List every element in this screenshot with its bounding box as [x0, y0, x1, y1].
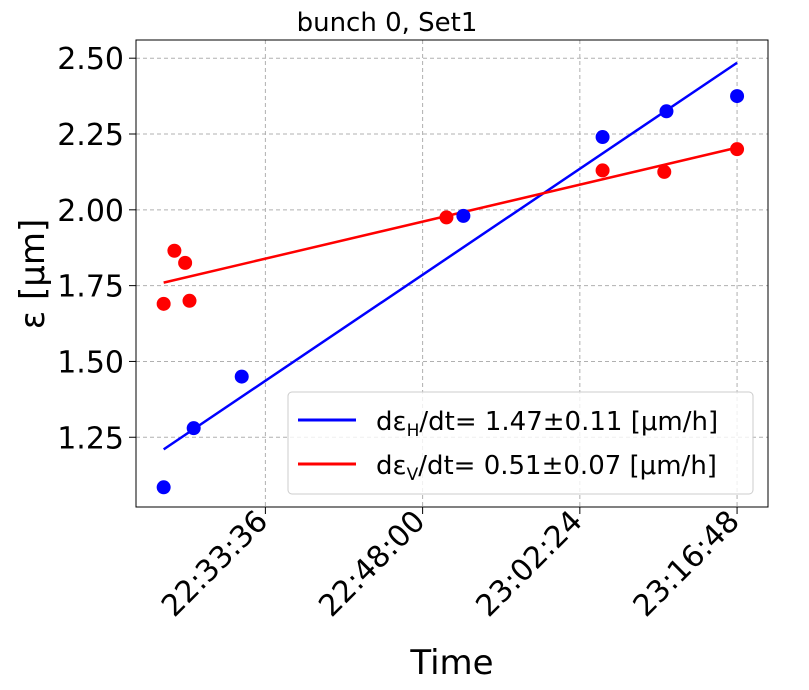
- y-tick-label: 2.00: [57, 194, 124, 229]
- data-point-h: [730, 89, 745, 104]
- data-point-v: [182, 293, 197, 308]
- data-point-v: [156, 296, 171, 311]
- data-point-h: [156, 480, 171, 495]
- y-axis-ticks: 1.25 1.50 1.75 2.00 2.25 2.50: [57, 42, 136, 456]
- y-axis-label: ε [μm]: [13, 219, 53, 329]
- plot-frame: [135, 39, 769, 508]
- data-point-h: [659, 104, 674, 119]
- y-tick-label: 2.25: [57, 118, 124, 153]
- legend-label-h: dεH/dt= 1.47±0.11 [μm/h]: [376, 407, 718, 441]
- chart-title: bunch 0, Set1: [297, 8, 478, 38]
- data-points: [156, 89, 745, 495]
- data-point-v: [178, 255, 193, 270]
- data-point-v: [439, 210, 454, 225]
- data-point-v: [595, 163, 610, 178]
- y-tick-label: 1.25: [57, 421, 124, 456]
- data-point-v: [657, 164, 672, 179]
- data-point-h: [234, 369, 249, 384]
- legend-box: [287, 391, 754, 495]
- data-point-v: [167, 243, 182, 258]
- data-point-h: [595, 130, 610, 145]
- data-point-h: [186, 421, 201, 436]
- legend-label-v: dεV/dt= 0.51±0.07 [μm/h]: [376, 451, 717, 485]
- legend: dεH/dt= 1.47±0.11 [μm/h] dεV/dt= 0.51±0.…: [287, 391, 754, 495]
- y-tick-label: 1.50: [57, 345, 124, 380]
- data-point-h: [456, 208, 471, 223]
- fit-line-h: [162, 61, 738, 451]
- data-point-v: [730, 142, 745, 157]
- x-axis-label: Time: [409, 643, 493, 683]
- y-tick-label: 1.75: [57, 270, 124, 305]
- y-tick-label: 2.50: [57, 42, 124, 77]
